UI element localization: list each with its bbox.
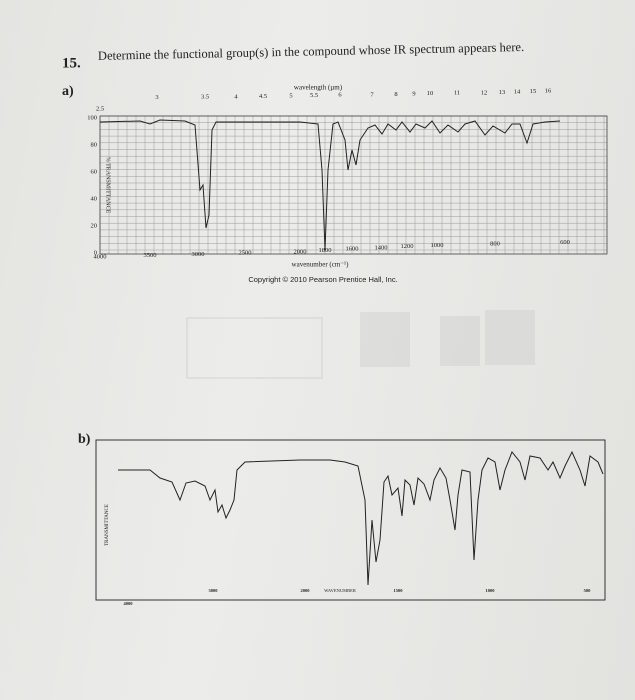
spectrum [118, 450, 604, 586]
tick-label: 3500 [144, 252, 157, 259]
part-label: b) [78, 432, 91, 447]
frame [95, 439, 606, 601]
tick-label: 60 [91, 168, 98, 175]
tick-label: 5 [289, 92, 292, 99]
tick-label: 0 [94, 249, 97, 256]
tick-label: 2000 [301, 588, 311, 593]
tick-label: 1000 [486, 588, 496, 593]
tick-label: 5.5 [310, 92, 318, 99]
axis-label: wavenumber (cm⁻¹) [292, 261, 350, 269]
tick-label: 9 [412, 90, 415, 97]
tick-label: 14 [514, 88, 521, 95]
tick-label: 2.5 [96, 105, 104, 112]
tick-label: 2000 [294, 248, 307, 255]
tick-label: 1600 [346, 246, 359, 253]
grid [99, 115, 607, 254]
tick-label: 1800 [319, 247, 332, 254]
tick-label: 3000 [209, 588, 219, 593]
tick-label: 2500 [239, 250, 252, 257]
question-text: Determine the functional group(s) in the… [98, 40, 524, 63]
question-number: 15. [62, 55, 81, 71]
part-label: a) [62, 84, 74, 99]
axis-label: % TRANSMITTANCE [105, 157, 111, 214]
spectrum [99, 119, 561, 251]
tick-label: 12 [481, 89, 488, 96]
tick-label: 6 [338, 92, 342, 99]
tick-label: 15 [530, 88, 537, 95]
tick-label: 80 [91, 141, 98, 148]
tick-label: 3000 [192, 251, 205, 258]
axis-label: wavelength (µm) [294, 84, 343, 92]
tick-label: 3.5 [201, 94, 209, 101]
tick-label: 11 [454, 90, 460, 97]
tick-label: 600 [560, 239, 570, 246]
tick-label: 13 [499, 89, 506, 96]
tick-label: 4000 [94, 253, 107, 260]
tick-label: 4000 [124, 601, 134, 606]
tick-label: 1000 [431, 242, 444, 249]
tick-label: 4.5 [259, 93, 267, 100]
tick-label: 100 [87, 114, 97, 121]
axis-label: TRANSMITTANCE [105, 504, 110, 546]
tick-label: 500 [584, 588, 592, 593]
tick-label: 16 [545, 88, 552, 95]
tick-label: 10 [427, 90, 434, 97]
tick-label: 1500 [394, 588, 404, 593]
tick-label: 20 [91, 222, 98, 229]
tick-label: 1400 [375, 244, 388, 251]
tick-label: 40 [91, 195, 98, 202]
copyright: Copyright © 2010 Pearson Prentice Hall, … [248, 275, 397, 284]
tick-label: 1200 [401, 243, 414, 250]
tick-label: 3 [155, 94, 158, 101]
bleed-through [186, 310, 535, 379]
frame [99, 115, 608, 255]
tick-label: 4 [234, 93, 238, 100]
tick-label: 7 [370, 91, 374, 98]
tick-label: 8 [394, 91, 397, 98]
tick-label: 800 [490, 240, 500, 247]
axis-label: WAVENUMBER [324, 588, 356, 593]
